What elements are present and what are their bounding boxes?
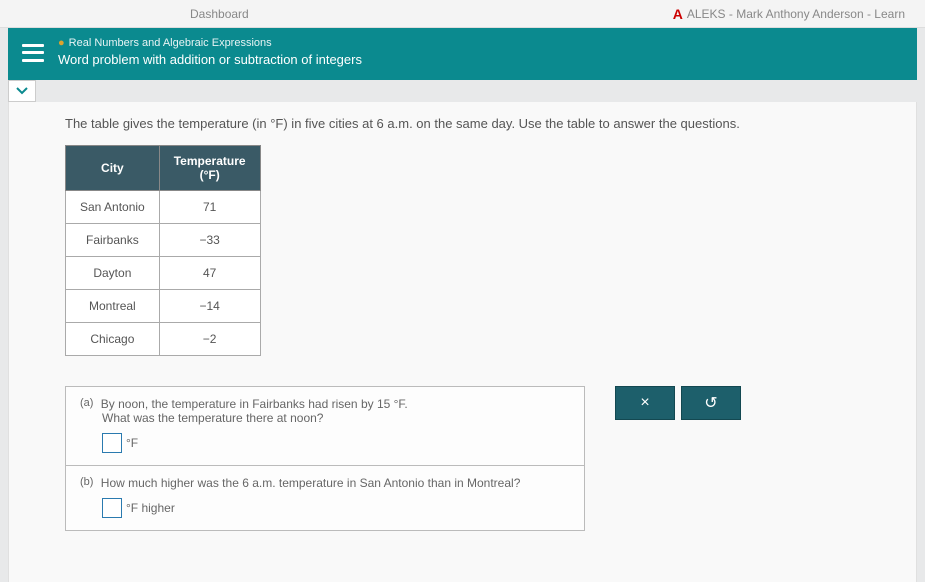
collapse-toggle[interactable]	[8, 80, 36, 102]
brand-text: ALEKS - Mark Anthony Anderson - Learn	[687, 7, 905, 21]
dashboard-link[interactable]: Dashboard	[190, 7, 249, 21]
cell-city: Fairbanks	[66, 223, 160, 256]
cell-city: Chicago	[66, 322, 160, 355]
problem-intro: The table gives the temperature (in °F) …	[65, 116, 888, 131]
qa-text: By noon, the temperature in Fairbanks ha…	[101, 397, 408, 411]
col-temp: Temperature (°F)	[159, 145, 260, 190]
lesson-header: ●Real Numbers and Algebraic Expressions …	[8, 28, 917, 80]
cell-temp: 71	[159, 190, 260, 223]
question-a: (a) By noon, the temperature in Fairbank…	[66, 387, 584, 466]
top-strip: Dashboard A ALEKS - Mark Anthony Anderso…	[0, 0, 925, 28]
cell-temp: −2	[159, 322, 260, 355]
cell-temp: −14	[159, 289, 260, 322]
table-row: Montreal −14	[66, 289, 261, 322]
clear-button[interactable]: ×	[615, 386, 675, 420]
qa-text: What was the temperature there at noon?	[102, 411, 323, 425]
table-row: Fairbanks −33	[66, 223, 261, 256]
col-city: City	[66, 145, 160, 190]
lesson-title: Word problem with addition or subtractio…	[58, 51, 362, 69]
answer-input-b[interactable]	[102, 498, 122, 518]
temperature-table: City Temperature (°F) San Antonio 71 Fai…	[65, 145, 261, 356]
menu-icon[interactable]	[22, 44, 44, 62]
cell-temp: 47	[159, 256, 260, 289]
cell-city: Dayton	[66, 256, 160, 289]
qb-text: How much higher was the 6 a.m. temperatu…	[101, 476, 521, 490]
reset-button[interactable]: ↺	[681, 386, 741, 420]
question-b: (b) How much higher was the 6 a.m. tempe…	[66, 466, 584, 530]
content-area: The table gives the temperature (in °F) …	[8, 102, 917, 582]
action-buttons: × ↺	[615, 386, 741, 420]
cell-temp: −33	[159, 223, 260, 256]
cell-city: San Antonio	[66, 190, 160, 223]
brand-logo: A	[673, 6, 683, 22]
label-b: (b)	[80, 476, 93, 488]
breadcrumb: Real Numbers and Algebraic Expressions	[69, 37, 272, 49]
question-box: (a) By noon, the temperature in Fairbank…	[65, 386, 585, 531]
cell-city: Montreal	[66, 289, 160, 322]
label-a: (a)	[80, 397, 93, 409]
table-row: Dayton 47	[66, 256, 261, 289]
answer-input-a[interactable]	[102, 433, 122, 453]
unit-b: °F higher	[126, 501, 175, 515]
table-row: San Antonio 71	[66, 190, 261, 223]
brand-area: A ALEKS - Mark Anthony Anderson - Learn	[673, 6, 905, 22]
unit-a: °F	[126, 436, 138, 450]
table-row: Chicago −2	[66, 322, 261, 355]
